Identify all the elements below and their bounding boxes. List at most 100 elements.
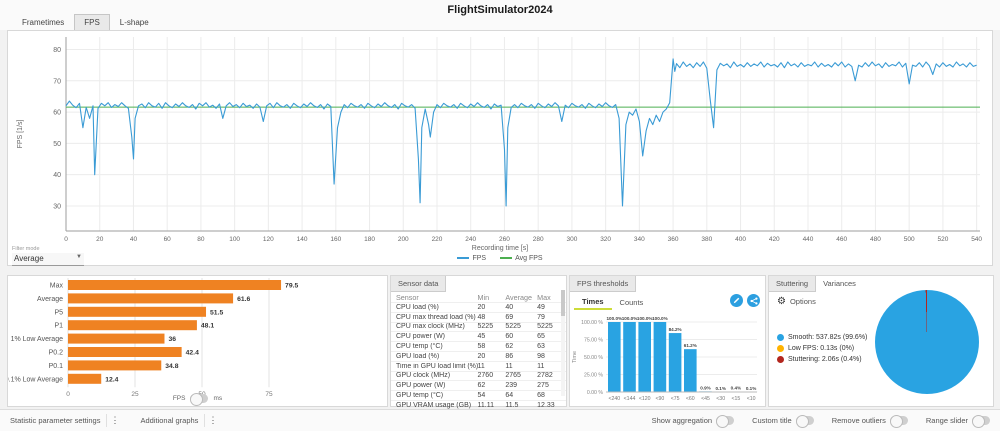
svg-text:<120: <120 <box>639 396 651 402</box>
stutter-pie-chart[interactable] <box>875 290 979 394</box>
svg-text:36: 36 <box>168 336 176 343</box>
toggle-group: Range slider <box>925 415 990 428</box>
svg-text:0.1%: 0.1% <box>715 386 725 391</box>
svg-text:61.6: 61.6 <box>237 296 250 303</box>
thresholds-actions <box>726 294 760 307</box>
threshold-bar <box>638 322 651 392</box>
footer-left: Statistic parameter settings ⋮ Additiona… <box>10 414 220 427</box>
unit-ms-label: ms <box>213 395 223 402</box>
svg-text:Max: Max <box>50 283 64 290</box>
toggle-group: Show aggregation <box>651 415 735 428</box>
svg-text:P0.1: P0.1 <box>49 363 64 370</box>
scrollbar-thumb[interactable] <box>561 290 565 316</box>
legend-item-smooth: Smooth: 537.82s (99.6%) <box>777 334 867 341</box>
subtab-counts[interactable]: Counts <box>619 298 644 307</box>
svg-text:80: 80 <box>197 236 205 243</box>
toggle-label: Show aggregation <box>651 416 713 425</box>
range-slider-toggle[interactable] <box>972 415 990 428</box>
sensor-table-row: CPU max thread load (%) 48 69 79 <box>391 313 566 323</box>
threshold-bar <box>623 322 636 392</box>
svg-text:50: 50 <box>53 141 61 148</box>
sensor-cell: 11 <box>505 362 513 370</box>
svg-text:200: 200 <box>398 236 409 243</box>
tab-frametimes[interactable]: Frametimes <box>22 18 65 27</box>
sensor-scrollbar[interactable] <box>561 290 565 396</box>
svg-text:0.00 %: 0.00 % <box>587 390 604 396</box>
stutter-tab-row: Stuttering Variances <box>769 276 993 292</box>
tab-variances[interactable]: Variances <box>823 279 856 288</box>
fps-metrics-panel: 0255075Max79.5Average61.6P551.5P148.11% … <box>5 275 388 407</box>
copy-thresholds-button[interactable] <box>747 294 760 307</box>
legend-item-stuttering: Stuttering: 2.06s (0.4%) <box>777 356 867 363</box>
svg-text:60: 60 <box>53 110 61 117</box>
svg-text:440: 440 <box>803 236 814 243</box>
sensor-cell: 11 <box>477 362 485 370</box>
sensor-cell: 62 <box>477 382 486 390</box>
svg-text:Time: Time <box>572 351 578 363</box>
toggle-label: Range slider <box>925 416 968 425</box>
svg-text:100.0%: 100.0% <box>607 316 623 321</box>
chevron-down-icon: ▼ <box>76 254 82 260</box>
sensor-cell: 79 <box>537 313 545 321</box>
sensor-table-row: GPU power (W) 62 239 275 <box>391 381 566 392</box>
fps-ms-toggle[interactable] <box>190 393 209 406</box>
statistic-parameter-settings-button[interactable]: Statistic parameter settings ⋮ <box>10 414 122 427</box>
tab-fps[interactable]: FPS <box>74 14 110 31</box>
edit-thresholds-button[interactable] <box>730 294 743 307</box>
sensor-table-row: Time in GPU load limit (%) 11 11 11 <box>391 362 566 372</box>
filter-mode-control: Filter mode Average ▼ <box>12 246 84 266</box>
svg-text:FPS [1/s]: FPS [1/s] <box>17 120 24 149</box>
svg-text:25.00 %: 25.00 % <box>584 373 603 379</box>
svg-text:260: 260 <box>499 236 510 243</box>
kebab-menu-icon[interactable]: ⋮ <box>106 414 122 427</box>
thresholds-subtabs: Times Counts <box>570 292 765 310</box>
svg-text:420: 420 <box>769 236 780 243</box>
sensor-cell: 48 <box>477 313 486 321</box>
svg-text:400: 400 <box>735 236 746 243</box>
thresholds-bar-chart[interactable]: 100.00 % 75.00 % 50.00 % 25.00 % 0.00 % Time 1… <box>570 310 765 411</box>
svg-text:300: 300 <box>566 236 577 243</box>
gear-icon[interactable]: ⚙ <box>777 296 786 307</box>
show-aggregation-toggle[interactable] <box>716 415 735 428</box>
sensor-cell: 12.33 <box>537 401 555 409</box>
avg-fps-swatch <box>500 257 513 260</box>
remove-outliers-toggle[interactable] <box>889 415 908 428</box>
svg-text:40: 40 <box>53 172 61 179</box>
svg-text:240: 240 <box>465 236 476 243</box>
svg-text:<144: <144 <box>624 396 636 402</box>
additional-graphs-label: Additional graphs <box>140 416 199 425</box>
subtab-times[interactable]: Times <box>574 294 612 310</box>
options-label: Options <box>789 297 816 306</box>
fps-metrics-bar-chart[interactable]: 0255075Max79.5Average61.6P551.5P148.11% … <box>5 276 387 401</box>
threshold-bar <box>668 333 682 392</box>
metric-bar <box>68 347 182 357</box>
fps-swatch <box>457 257 470 260</box>
sensor-cell: 275 <box>537 382 549 390</box>
tab-stuttering[interactable]: Stuttering <box>769 276 817 292</box>
x-axis-label: Recording time [s] <box>471 245 529 252</box>
sensor-cell: GPU power (W) <box>396 382 446 390</box>
svg-text:520: 520 <box>937 236 948 243</box>
sensor-table-row: CPU power (W) 45 60 65 <box>391 332 566 343</box>
tab-sensor-data[interactable]: Sensor data <box>391 276 447 292</box>
sensor-cell: GPU VRAM usage (GB) <box>396 401 472 409</box>
sensor-cell: 20 <box>477 352 486 360</box>
svg-text:<15: <15 <box>731 396 740 402</box>
sensor-cell: CPU load (%) <box>396 303 439 311</box>
fps-line-chart[interactable]: 0 20 40 60 80 100 120 140 160 180 200 220 240 260 280 3… <box>8 31 992 252</box>
svg-text:380: 380 <box>701 236 712 243</box>
filter-mode-select[interactable]: Average ▼ <box>12 253 84 266</box>
svg-text:75: 75 <box>265 391 273 396</box>
sensor-cell: 239 <box>505 382 518 390</box>
tab-fps-thresholds[interactable]: FPS thresholds <box>570 276 637 292</box>
kebab-menu-icon[interactable]: ⋮ <box>204 414 220 427</box>
column-header: Sensor <box>396 292 419 302</box>
sensor-cell: 45 <box>477 333 486 341</box>
svg-text:180: 180 <box>364 236 375 243</box>
fps-line-chart-panel[interactable]: 0 20 40 60 80 100 120 140 160 180 200 220 240 260 280 3… <box>7 30 993 266</box>
tab-l-shape[interactable]: L-shape <box>119 18 149 27</box>
additional-graphs-button[interactable]: Additional graphs ⋮ <box>140 414 220 427</box>
svg-text:280: 280 <box>533 236 544 243</box>
custom-title-toggle[interactable] <box>795 415 814 428</box>
sensor-cell: CPU temp (°C) <box>396 343 443 351</box>
